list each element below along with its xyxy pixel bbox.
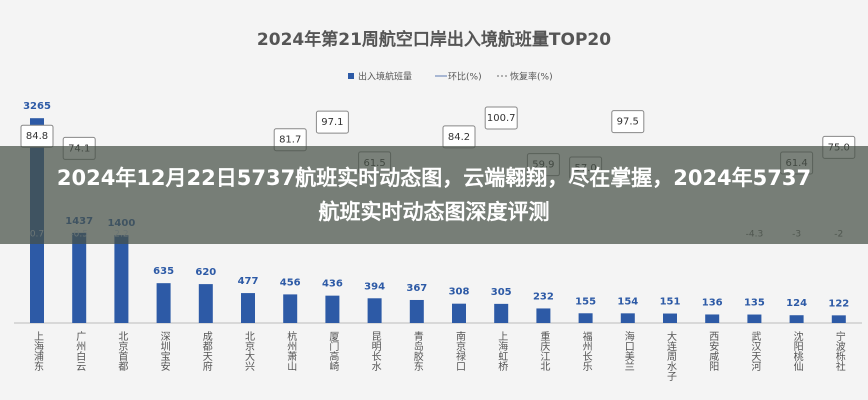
chart-title: 2024年第21周航空口岸出入境航班量TOP20 xyxy=(257,29,611,50)
recovery-label: 81.7 xyxy=(279,135,301,146)
x-tick-label: 昆明长水 xyxy=(369,331,381,371)
x-tick-label: 上海虹桥 xyxy=(496,331,508,372)
bar xyxy=(241,293,255,323)
x-tick-label: 沈阳桃仙 xyxy=(791,330,803,371)
bar xyxy=(620,313,635,323)
bar xyxy=(536,308,551,323)
value-label: 135 xyxy=(744,298,765,309)
value-label: 151 xyxy=(660,297,681,308)
x-tick-label: 南京禄口 xyxy=(454,330,466,371)
legend-label: 出入境航班量 xyxy=(358,71,412,83)
banner-title: 2024年12月22日5737航班实时动态图，云端翱翔，尽在掌握，2024年57… xyxy=(56,166,812,224)
bar xyxy=(198,284,213,323)
bar xyxy=(283,294,298,323)
recovery-label: 97.1 xyxy=(321,117,343,128)
value-label: 436 xyxy=(322,279,343,290)
x-tick-label: 广州白云 xyxy=(74,331,86,372)
bar xyxy=(789,315,804,323)
x-tick-label: 厦门高崎 xyxy=(327,331,339,371)
value-label: 155 xyxy=(575,296,596,307)
recovery-label: 97.5 xyxy=(617,117,639,128)
bar xyxy=(114,235,129,323)
value-label: 394 xyxy=(364,281,385,292)
banner: 2024年12月22日5737航班实时动态图，云端翱翔，尽在掌握，2024年57… xyxy=(0,146,868,244)
recovery-box xyxy=(484,106,518,130)
x-tick-label: 杭州萧山 xyxy=(285,330,297,371)
bar xyxy=(747,314,762,323)
recovery-label: 84.8 xyxy=(26,131,48,142)
bar xyxy=(494,303,509,323)
bar xyxy=(452,303,466,323)
legend-label: 环比(%) xyxy=(448,71,482,83)
x-tick-label: 海口美兰 xyxy=(622,330,634,371)
x-tick-label: 西安咸阳 xyxy=(707,331,719,371)
bar xyxy=(156,283,171,323)
bar xyxy=(72,232,87,323)
x-tick-label: 大连周水子 xyxy=(665,330,677,381)
value-label: 232 xyxy=(533,291,554,302)
value-label: 122 xyxy=(828,298,849,309)
x-tick-label: 武汉天河 xyxy=(749,330,761,371)
value-label: 308 xyxy=(449,287,470,298)
bar xyxy=(409,299,424,323)
bar xyxy=(663,313,677,323)
recovery-label: 84.2 xyxy=(448,132,470,143)
x-tick-label: 深圳宝安 xyxy=(158,331,170,372)
recovery-box xyxy=(315,110,349,134)
value-label: 477 xyxy=(238,276,259,287)
value-label: 635 xyxy=(153,266,174,277)
bar xyxy=(325,295,340,323)
x-tick-label: 青岛胶东 xyxy=(411,330,423,371)
bar xyxy=(578,313,593,323)
x-tick-label: 成都天府 xyxy=(200,331,212,372)
x-tick-label: 重庆江北 xyxy=(538,330,550,371)
bar xyxy=(367,298,382,323)
x-tick-label: 宁波栎社 xyxy=(833,330,845,372)
x-tick-label: 北京首都 xyxy=(116,331,128,372)
legend-label: 恢复率(%) xyxy=(510,71,553,83)
bar xyxy=(705,314,720,323)
value-label: 367 xyxy=(406,283,427,294)
value-label: 456 xyxy=(280,277,301,288)
value-label: 620 xyxy=(195,267,216,278)
recovery-box xyxy=(611,110,645,134)
value-label: 305 xyxy=(491,287,512,298)
value-label: 3265 xyxy=(23,101,51,112)
bar xyxy=(831,315,846,323)
x-tick-label: 福州长乐 xyxy=(580,330,592,371)
value-label: 124 xyxy=(786,298,807,309)
x-tick-label: 北京大兴 xyxy=(243,331,255,372)
value-label: 136 xyxy=(702,297,723,308)
legend-swatch xyxy=(348,73,354,79)
recovery-label: 100.7 xyxy=(487,113,516,124)
value-label: 154 xyxy=(617,296,638,307)
x-tick-label: 上海浦东 xyxy=(32,331,44,371)
